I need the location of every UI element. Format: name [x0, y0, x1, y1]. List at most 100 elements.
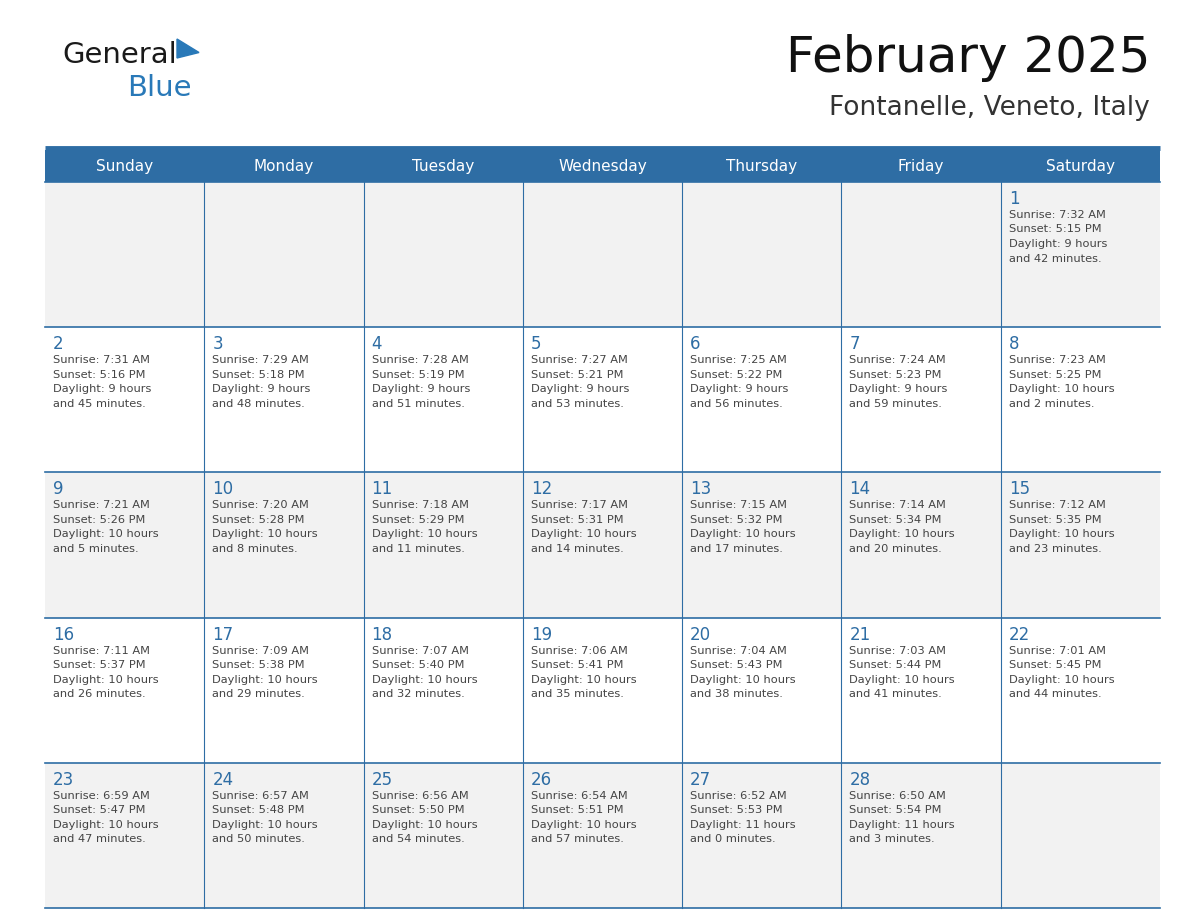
Text: Sunset: 5:19 PM: Sunset: 5:19 PM	[372, 370, 465, 380]
Text: 24: 24	[213, 771, 233, 789]
Text: and 51 minutes.: and 51 minutes.	[372, 398, 465, 409]
Text: Sunrise: 7:12 AM: Sunrise: 7:12 AM	[1009, 500, 1106, 510]
Text: Blue: Blue	[127, 74, 191, 102]
Text: Sunset: 5:38 PM: Sunset: 5:38 PM	[213, 660, 305, 670]
Text: 2: 2	[53, 335, 64, 353]
Text: and 44 minutes.: and 44 minutes.	[1009, 689, 1101, 700]
Text: 1: 1	[1009, 190, 1019, 208]
Text: Sunset: 5:41 PM: Sunset: 5:41 PM	[531, 660, 624, 670]
Text: Sunset: 5:43 PM: Sunset: 5:43 PM	[690, 660, 783, 670]
Text: Sunrise: 7:18 AM: Sunrise: 7:18 AM	[372, 500, 468, 510]
Text: and 11 minutes.: and 11 minutes.	[372, 543, 465, 554]
Text: Sunset: 5:26 PM: Sunset: 5:26 PM	[53, 515, 145, 525]
Bar	[682, 327, 841, 473]
Text: Sunrise: 7:24 AM: Sunrise: 7:24 AM	[849, 355, 946, 365]
Text: Daylight: 10 hours: Daylight: 10 hours	[690, 530, 796, 540]
Text: Sunset: 5:16 PM: Sunset: 5:16 PM	[53, 370, 145, 380]
Bar	[45, 327, 204, 473]
Text: Daylight: 10 hours: Daylight: 10 hours	[1009, 675, 1114, 685]
Bar	[364, 327, 523, 473]
Text: Daylight: 10 hours: Daylight: 10 hours	[531, 675, 637, 685]
Bar	[682, 473, 841, 618]
Text: Sunrise: 7:15 AM: Sunrise: 7:15 AM	[690, 500, 788, 510]
Text: Daylight: 9 hours: Daylight: 9 hours	[1009, 239, 1107, 249]
Text: Daylight: 10 hours: Daylight: 10 hours	[372, 530, 478, 540]
Bar	[45, 618, 204, 763]
Text: and 56 minutes.: and 56 minutes.	[690, 398, 783, 409]
Text: Sunset: 5:48 PM: Sunset: 5:48 PM	[213, 805, 305, 815]
Text: and 54 minutes.: and 54 minutes.	[372, 834, 465, 845]
Text: Sunrise: 7:31 AM: Sunrise: 7:31 AM	[53, 355, 150, 365]
Text: Sunset: 5:35 PM: Sunset: 5:35 PM	[1009, 515, 1101, 525]
Text: Sunrise: 7:06 AM: Sunrise: 7:06 AM	[531, 645, 627, 655]
Bar	[204, 182, 364, 327]
Text: Sunrise: 7:28 AM: Sunrise: 7:28 AM	[372, 355, 468, 365]
Text: 15: 15	[1009, 480, 1030, 498]
Bar	[364, 182, 523, 327]
Text: Daylight: 10 hours: Daylight: 10 hours	[1009, 385, 1114, 394]
Text: 10: 10	[213, 480, 233, 498]
Text: Daylight: 10 hours: Daylight: 10 hours	[372, 820, 478, 830]
Text: 5: 5	[531, 335, 542, 353]
Text: 19: 19	[531, 625, 552, 644]
Text: and 26 minutes.: and 26 minutes.	[53, 689, 146, 700]
Text: Sunday: Sunday	[96, 159, 153, 174]
Text: Daylight: 10 hours: Daylight: 10 hours	[849, 675, 955, 685]
Text: Sunrise: 7:23 AM: Sunrise: 7:23 AM	[1009, 355, 1106, 365]
Text: Sunset: 5:44 PM: Sunset: 5:44 PM	[849, 660, 942, 670]
Text: Sunrise: 7:14 AM: Sunrise: 7:14 AM	[849, 500, 947, 510]
Text: Sunrise: 7:11 AM: Sunrise: 7:11 AM	[53, 645, 150, 655]
Text: Sunrise: 7:07 AM: Sunrise: 7:07 AM	[372, 645, 468, 655]
Bar	[523, 182, 682, 327]
Bar	[682, 763, 841, 908]
Text: 25: 25	[372, 771, 393, 789]
Bar	[682, 182, 841, 327]
Text: Daylight: 10 hours: Daylight: 10 hours	[53, 530, 159, 540]
Text: Sunrise: 6:57 AM: Sunrise: 6:57 AM	[213, 790, 309, 800]
Text: Daylight: 11 hours: Daylight: 11 hours	[849, 820, 955, 830]
Text: Daylight: 10 hours: Daylight: 10 hours	[53, 675, 159, 685]
Text: Sunrise: 7:01 AM: Sunrise: 7:01 AM	[1009, 645, 1106, 655]
Text: and 8 minutes.: and 8 minutes.	[213, 543, 298, 554]
Text: 28: 28	[849, 771, 871, 789]
Text: 17: 17	[213, 625, 233, 644]
Text: Daylight: 9 hours: Daylight: 9 hours	[372, 385, 470, 394]
Text: Sunrise: 7:29 AM: Sunrise: 7:29 AM	[213, 355, 309, 365]
Text: and 23 minutes.: and 23 minutes.	[1009, 543, 1101, 554]
Text: Daylight: 9 hours: Daylight: 9 hours	[849, 385, 948, 394]
Text: 6: 6	[690, 335, 701, 353]
Text: Sunset: 5:34 PM: Sunset: 5:34 PM	[849, 515, 942, 525]
Bar	[1000, 182, 1159, 327]
Text: 23: 23	[53, 771, 74, 789]
Text: Sunset: 5:40 PM: Sunset: 5:40 PM	[372, 660, 465, 670]
Bar	[45, 473, 204, 618]
Text: and 0 minutes.: and 0 minutes.	[690, 834, 776, 845]
Text: 7: 7	[849, 335, 860, 353]
Text: and 3 minutes.: and 3 minutes.	[849, 834, 935, 845]
Text: Sunset: 5:37 PM: Sunset: 5:37 PM	[53, 660, 146, 670]
Bar	[523, 618, 682, 763]
Text: Wednesday: Wednesday	[558, 159, 647, 174]
Text: 26: 26	[531, 771, 552, 789]
Text: and 2 minutes.: and 2 minutes.	[1009, 398, 1094, 409]
Text: and 17 minutes.: and 17 minutes.	[690, 543, 783, 554]
Text: Sunrise: 7:25 AM: Sunrise: 7:25 AM	[690, 355, 786, 365]
Text: Daylight: 9 hours: Daylight: 9 hours	[531, 385, 630, 394]
Text: Sunrise: 6:52 AM: Sunrise: 6:52 AM	[690, 790, 786, 800]
Text: and 29 minutes.: and 29 minutes.	[213, 689, 305, 700]
Bar	[841, 327, 1000, 473]
Text: Sunrise: 7:03 AM: Sunrise: 7:03 AM	[849, 645, 947, 655]
Text: and 57 minutes.: and 57 minutes.	[531, 834, 624, 845]
Text: 8: 8	[1009, 335, 1019, 353]
Text: Daylight: 10 hours: Daylight: 10 hours	[372, 675, 478, 685]
Text: 16: 16	[53, 625, 74, 644]
Text: Sunset: 5:25 PM: Sunset: 5:25 PM	[1009, 370, 1101, 380]
Text: 11: 11	[372, 480, 393, 498]
Bar	[841, 618, 1000, 763]
Text: Sunrise: 6:56 AM: Sunrise: 6:56 AM	[372, 790, 468, 800]
Text: Daylight: 10 hours: Daylight: 10 hours	[849, 530, 955, 540]
Text: and 41 minutes.: and 41 minutes.	[849, 689, 942, 700]
Text: Daylight: 10 hours: Daylight: 10 hours	[213, 675, 318, 685]
Text: Daylight: 10 hours: Daylight: 10 hours	[690, 675, 796, 685]
Text: Sunset: 5:29 PM: Sunset: 5:29 PM	[372, 515, 465, 525]
